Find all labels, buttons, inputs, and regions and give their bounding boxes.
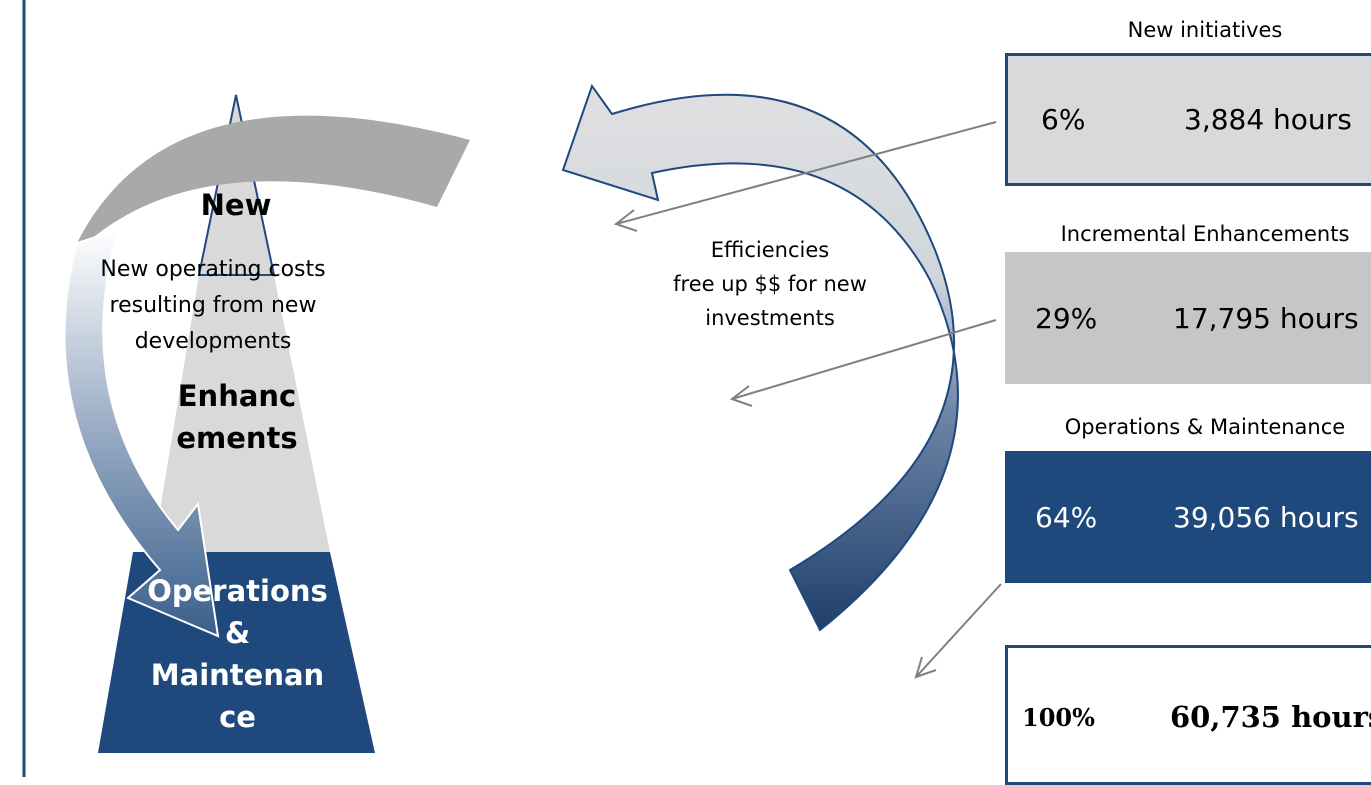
pyramid-enhancements-layer <box>153 275 330 552</box>
pointer-arrow-operations <box>914 583 1002 679</box>
percent-operations-maintenance: 64% <box>1035 500 1098 534</box>
caption-operations-maintenance: Operations & Maintenance <box>1064 415 1346 439</box>
pyramid-label-enhancements: Enhanc ements <box>176 379 298 455</box>
pointer-arrow-enhancements <box>729 319 997 407</box>
pyramid-label-operations: Operations & Maintenan ce <box>147 574 328 734</box>
hours-new-initiatives: 3,884 hours <box>1184 103 1352 136</box>
box-operations-maintenance: 64% 39,056 hours <box>1005 451 1371 583</box>
hours-total: 60,735 hours <box>1170 700 1371 734</box>
percent-new-initiatives: 6% <box>1041 103 1086 136</box>
box-incremental-enhancements: 29% 17,795 hours <box>1005 252 1371 384</box>
left-curved-arrow <box>63 228 220 638</box>
pyramid <box>98 94 375 753</box>
annotation-efficiencies: Efficiencies free up $$ for new investme… <box>673 238 867 330</box>
caption-incremental-enhancements: Incremental Enhancements <box>1060 222 1350 246</box>
caption-new-initiatives: New initiatives <box>1127 18 1283 42</box>
box-total: 100% 60,735 hours <box>1005 645 1371 785</box>
right-curved-arrow <box>561 83 959 632</box>
percent-incremental-enhancements: 29% <box>1035 301 1098 335</box>
pointer-arrow-new <box>613 121 997 232</box>
hours-incremental-enhancements: 17,795 hours <box>1173 301 1359 335</box>
annotation-new-operating-costs: New operating costs resulting from new d… <box>100 257 326 354</box>
box-new-initiatives: 6% 3,884 hours <box>1005 53 1371 186</box>
hours-operations-maintenance: 39,056 hours <box>1173 500 1359 534</box>
percent-total: 100% <box>1022 702 1095 732</box>
left-arrow-top-arc <box>77 115 470 247</box>
pyramid-label-new: New <box>200 188 272 222</box>
